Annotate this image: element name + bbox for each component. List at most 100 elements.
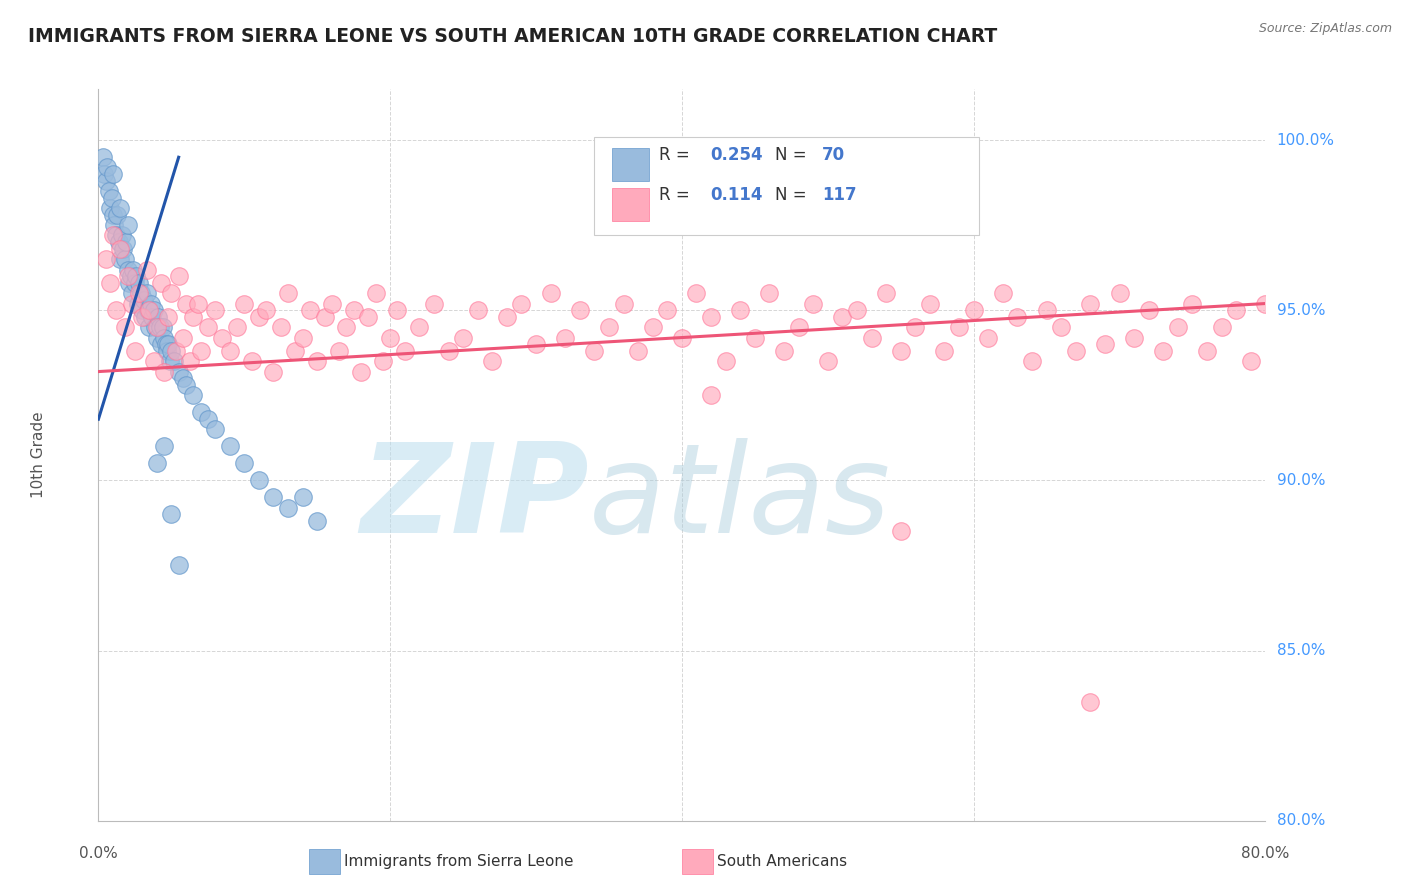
Point [172, 330, 194, 344]
Point [165, 344, 187, 359]
Point [110, 252, 132, 267]
Point [934, 344, 956, 359]
Point [101, 228, 124, 243]
Point [387, 303, 409, 318]
Point [524, 337, 547, 351]
Point [1123, 330, 1146, 344]
Point [174, 296, 197, 310]
Point [153, 439, 176, 453]
Point [263, 365, 285, 379]
Point [948, 320, 970, 334]
Point [101, 208, 124, 222]
Point [114, 252, 136, 267]
Point [141, 310, 163, 325]
Point [139, 296, 162, 310]
Point [1050, 320, 1073, 334]
Point [142, 303, 165, 318]
Point [146, 457, 169, 471]
Text: 85.0%: 85.0% [1277, 643, 1324, 658]
Point [117, 269, 139, 284]
Point [328, 344, 350, 359]
Point [233, 457, 256, 471]
Point [117, 219, 139, 233]
Text: 0.254: 0.254 [710, 146, 762, 164]
Point [160, 286, 183, 301]
Point [1225, 303, 1247, 318]
Point [179, 354, 201, 368]
Point [583, 344, 606, 359]
Point [1240, 354, 1263, 368]
Point [991, 286, 1014, 301]
Point [700, 310, 723, 325]
Point [1080, 296, 1102, 310]
Point [159, 354, 181, 368]
Point [801, 296, 824, 310]
Bar [612, 188, 650, 221]
Point [714, 354, 737, 368]
Point [962, 303, 984, 318]
Point [134, 310, 156, 325]
Point [181, 310, 204, 325]
Point [94, 174, 117, 188]
Point [1181, 296, 1204, 310]
Point [98, 201, 121, 215]
Point [247, 310, 270, 325]
Point [890, 344, 912, 359]
Point [357, 310, 380, 325]
Point [773, 344, 796, 359]
Text: 90.0%: 90.0% [1277, 473, 1324, 488]
Point [321, 296, 343, 310]
Point [218, 439, 240, 453]
Point [112, 242, 135, 256]
Point [110, 242, 132, 256]
Point [218, 344, 240, 359]
Point [153, 365, 176, 379]
Point [167, 269, 190, 284]
Point [97, 184, 120, 198]
Point [160, 508, 183, 522]
Point [150, 337, 173, 351]
Point [96, 161, 118, 175]
Point [758, 286, 780, 301]
Point [125, 269, 148, 284]
Point [846, 303, 869, 318]
Point [904, 320, 927, 334]
Point [481, 354, 503, 368]
Text: 100.0%: 100.0% [1277, 133, 1334, 148]
Point [127, 296, 149, 310]
Text: atlas: atlas [589, 438, 890, 559]
Point [204, 422, 226, 436]
Point [91, 150, 114, 164]
Point [291, 491, 314, 505]
Point [135, 262, 157, 277]
Point [124, 344, 146, 359]
Point [247, 474, 270, 488]
Text: N =: N = [775, 186, 813, 204]
Point [197, 412, 219, 426]
Point [172, 371, 194, 385]
Point [181, 388, 204, 402]
Point [104, 228, 127, 243]
Text: 10th Grade: 10th Grade [31, 411, 46, 499]
Point [1064, 344, 1087, 359]
Point [121, 286, 143, 301]
Point [136, 303, 159, 318]
Point [627, 344, 650, 359]
Text: 80.0%: 80.0% [1241, 846, 1289, 861]
Point [277, 286, 299, 301]
Point [1007, 310, 1029, 325]
Text: 0.114: 0.114 [710, 186, 762, 204]
Point [1152, 344, 1174, 359]
Point [1021, 354, 1043, 368]
Point [211, 330, 233, 344]
Point [226, 320, 249, 334]
Text: ZIP: ZIP [360, 438, 589, 559]
Point [467, 303, 489, 318]
Point [138, 320, 160, 334]
Text: N =: N = [775, 146, 813, 164]
Point [641, 320, 664, 334]
Point [254, 303, 277, 318]
Point [240, 354, 263, 368]
Point [1167, 320, 1189, 334]
Text: South Americans: South Americans [717, 855, 848, 869]
